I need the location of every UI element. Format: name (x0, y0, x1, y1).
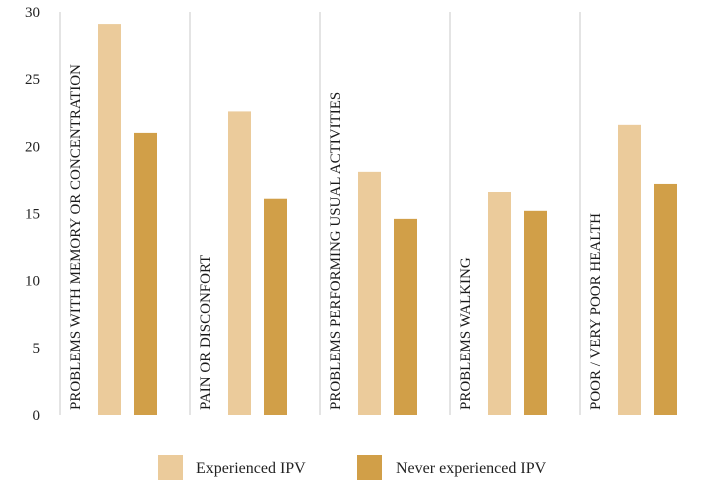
bar-never-experienced-ipv (264, 198, 287, 415)
bar-experienced-ipv (358, 171, 381, 415)
bar-never-experienced-ipv (134, 132, 157, 415)
y-tick-label: 25 (25, 72, 40, 88)
y-tick-label: 15 (25, 207, 40, 223)
legend-swatch (158, 455, 183, 480)
bar-experienced-ipv (228, 111, 251, 415)
category-label: PROBLEMS PERFORMING USUAL ACTIVITIES (328, 92, 344, 410)
legend-label: Never experienced IPV (396, 460, 547, 477)
category-label: PROBLEMS WITH MEMORY OR CONCENTRATION (68, 64, 84, 410)
bar-experienced-ipv (98, 24, 121, 416)
bar-never-experienced-ipv (394, 218, 417, 415)
category-label: PROBLEMS WALKING (458, 257, 474, 410)
bar-never-experienced-ipv (524, 210, 547, 415)
bar-experienced-ipv (488, 192, 511, 415)
category-label: PAIN OR DISCONFORT (198, 255, 214, 410)
y-tick-label: 30 (25, 5, 40, 21)
legend-label: Experienced IPV (196, 460, 306, 477)
category-labels: PROBLEMS WITH MEMORY OR CONCENTRATION PAI… (68, 64, 604, 410)
bars (98, 24, 677, 416)
y-tick-label: 10 (25, 274, 40, 290)
legend: Experienced IPV Never experienced IPV (158, 455, 547, 480)
y-axis: 0 5 10 15 20 25 30 (25, 5, 40, 424)
y-tick-label: 0 (33, 408, 41, 424)
y-tick-label: 5 (33, 341, 41, 357)
category-separators (59, 12, 581, 415)
bar-experienced-ipv (618, 124, 641, 415)
legend-swatch (357, 455, 382, 480)
y-tick-label: 20 (25, 139, 40, 155)
bar-never-experienced-ipv (654, 183, 677, 415)
category-label: POOR / VERY POOR HEALTH (588, 213, 604, 410)
